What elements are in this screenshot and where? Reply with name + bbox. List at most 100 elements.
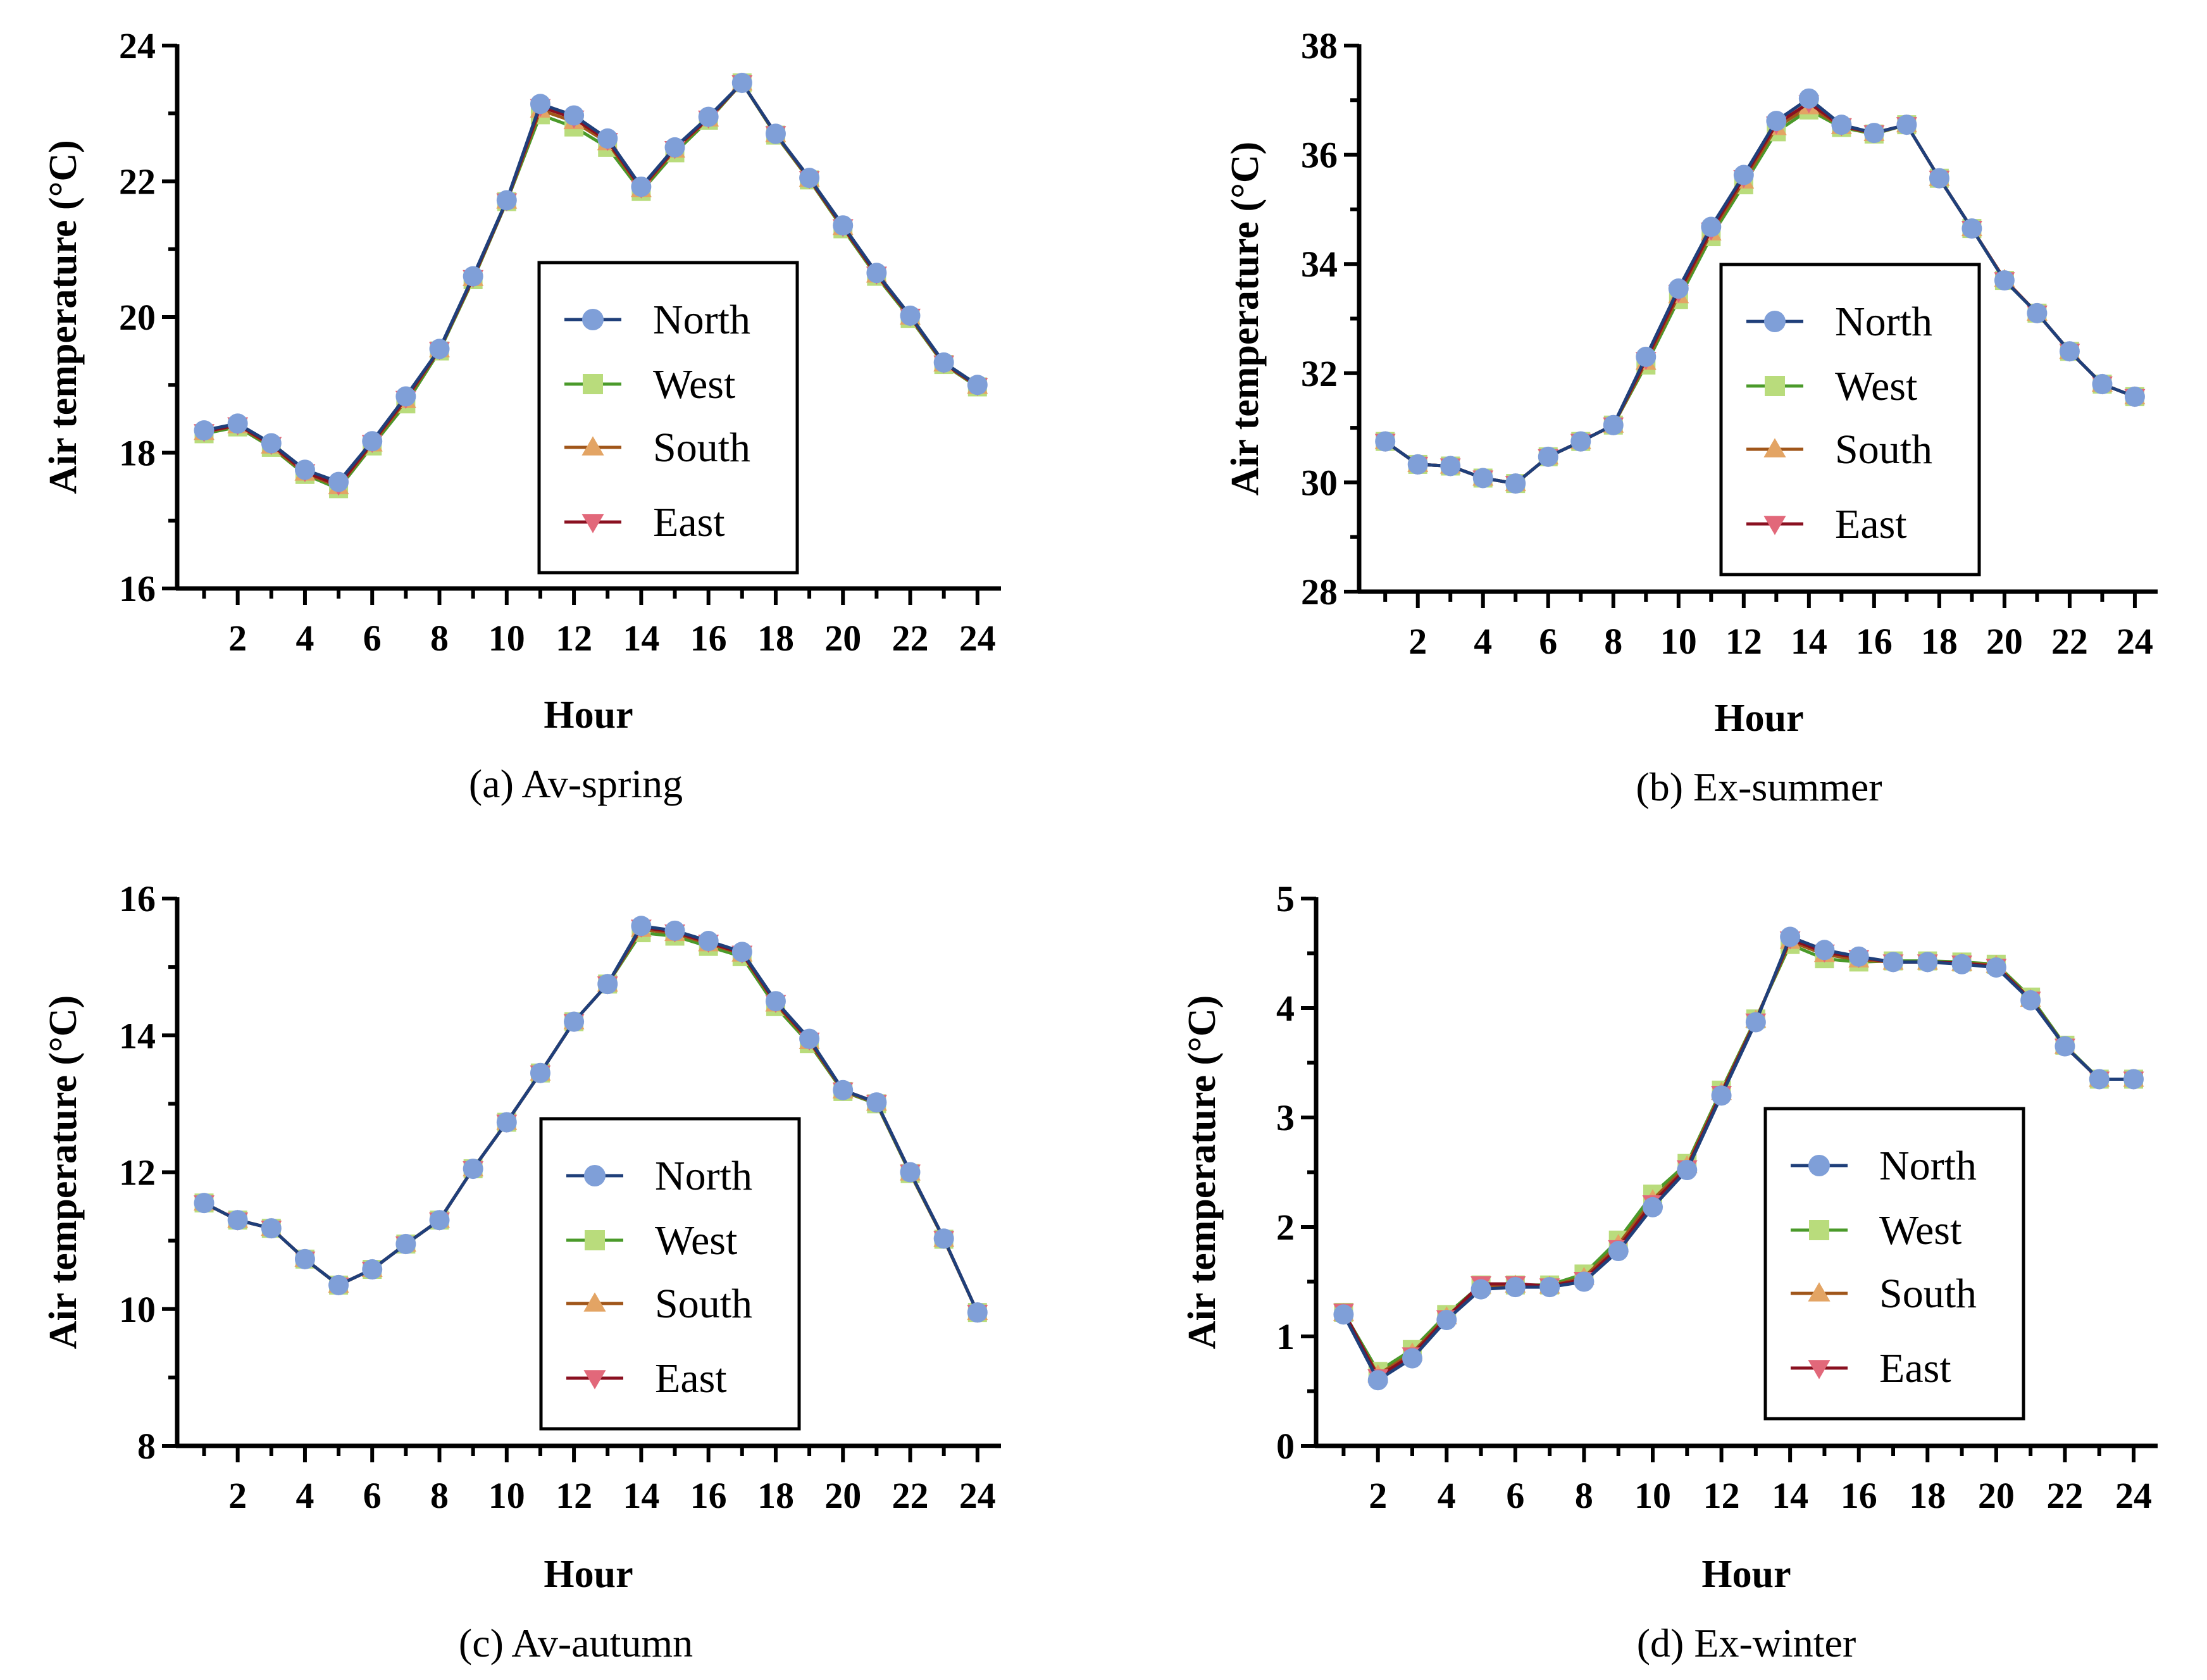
legend-label-west: West (1835, 363, 1917, 409)
legend-label-west: West (1879, 1207, 1961, 1254)
data-point-north (1711, 1085, 1732, 1106)
data-point-north (765, 123, 786, 144)
x-tick-label: 6 (363, 618, 382, 659)
y-tick-label: 20 (119, 297, 156, 338)
x-tick-label: 10 (488, 1475, 525, 1516)
data-point-north (496, 190, 517, 211)
legend-marker-west (1809, 1220, 1829, 1240)
legend-marker-north (582, 309, 604, 330)
data-point-north (1677, 1160, 1698, 1181)
x-axis-title: Hour (1701, 1553, 1791, 1596)
y-tick-label: 16 (119, 568, 156, 609)
x-tick-label: 22 (2046, 1475, 2083, 1516)
data-point-north (2092, 374, 2113, 395)
x-tick-label: 14 (1791, 621, 1827, 662)
data-point-north (1402, 1348, 1422, 1369)
data-point-north (799, 1028, 820, 1049)
data-point-north (463, 1159, 483, 1179)
data-point-north (227, 1210, 248, 1231)
x-tick-label: 24 (959, 618, 996, 659)
x-tick-label: 4 (295, 618, 314, 659)
data-point-north (1780, 926, 1801, 947)
data-point-north (1668, 278, 1689, 299)
data-point-north (530, 94, 550, 115)
legend-marker-north (1808, 1155, 1830, 1176)
data-point-north (227, 413, 248, 434)
legend-marker-south (583, 1292, 606, 1312)
data-point-north (900, 1162, 921, 1183)
data-point-north (1539, 1277, 1560, 1298)
data-point-north (1745, 1012, 1766, 1033)
legend-marker-east (583, 1370, 606, 1390)
data-point-north (564, 105, 585, 126)
y-tick-label: 22 (119, 161, 156, 202)
data-point-north (362, 1259, 383, 1280)
series-north (194, 916, 988, 1323)
x-tick-label: 6 (363, 1475, 382, 1516)
data-point-north (664, 920, 685, 941)
x-tick-label: 2 (1369, 1475, 1387, 1516)
legend-marker-south (1763, 438, 1786, 457)
data-point-north (2059, 341, 2080, 362)
x-tick-label: 16 (1841, 1475, 1877, 1516)
y-tick-label: 24 (119, 25, 156, 66)
y-tick-label: 10 (119, 1289, 156, 1330)
data-point-north (967, 1302, 988, 1323)
legend-label-west: West (655, 1217, 737, 1264)
y-tick-label: 2 (1276, 1207, 1295, 1248)
legend-label-south: South (1879, 1271, 1977, 1317)
data-point-north (933, 1228, 954, 1249)
legend: North West South East (537, 261, 799, 575)
data-point-north (429, 339, 450, 359)
data-point-north (1643, 1197, 1663, 1217)
legend: North West South East (1763, 1107, 2025, 1421)
legend-label-north: North (655, 1153, 752, 1199)
legend: North West South East (1719, 263, 1981, 576)
legend: North West South East (539, 1117, 801, 1431)
series-north (194, 72, 988, 492)
y-tick-label: 16 (119, 878, 156, 919)
x-tick-label: 18 (757, 1475, 794, 1516)
x-tick-label: 14 (623, 1475, 659, 1516)
x-tick-label: 22 (2051, 621, 2088, 662)
data-point-north (967, 375, 988, 395)
data-point-north (1570, 431, 1591, 452)
x-tick-label: 24 (2115, 1475, 2152, 1516)
legend-marker-north (1764, 311, 1786, 332)
data-point-north (496, 1112, 517, 1133)
legend-marker-west (1765, 376, 1785, 396)
data-point-north (1994, 270, 2015, 291)
legend-label-east: East (655, 1355, 727, 1402)
data-point-north (194, 1193, 214, 1214)
data-point-north (530, 1062, 550, 1083)
data-point-north (2124, 386, 2145, 407)
y-tick-label: 12 (119, 1152, 156, 1193)
data-point-north (261, 433, 282, 454)
x-axis-title: Hour (544, 694, 633, 737)
y-tick-label: 1 (1276, 1316, 1295, 1357)
x-tick-label: 8 (1575, 1475, 1593, 1516)
y-tick-label: 30 (1301, 462, 1338, 503)
legend-marker-west (585, 1230, 605, 1250)
data-point-north (1831, 115, 1852, 135)
x-tick-label: 12 (1703, 1475, 1740, 1516)
data-point-north (1766, 111, 1787, 132)
data-point-north (698, 931, 719, 952)
y-tick-label: 18 (119, 433, 156, 474)
data-point-north (1603, 414, 1624, 435)
data-point-north (1333, 1304, 1354, 1325)
chart-caption: (c) Av-autumn (459, 1621, 693, 1665)
data-point-north (1986, 957, 2006, 978)
legend-label-east: East (653, 499, 725, 545)
x-tick-label: 24 (959, 1475, 996, 1516)
legend-label-west: West (653, 361, 735, 408)
data-point-north (1505, 1277, 1526, 1298)
data-point-north (1961, 218, 1982, 239)
y-tick-label: 32 (1301, 353, 1338, 394)
x-tick-label: 2 (1408, 621, 1427, 662)
x-tick-label: 8 (430, 1475, 449, 1516)
x-tick-label: 22 (892, 618, 929, 659)
y-tick-label: 4 (1276, 988, 1295, 1029)
data-point-north (1701, 216, 1722, 237)
